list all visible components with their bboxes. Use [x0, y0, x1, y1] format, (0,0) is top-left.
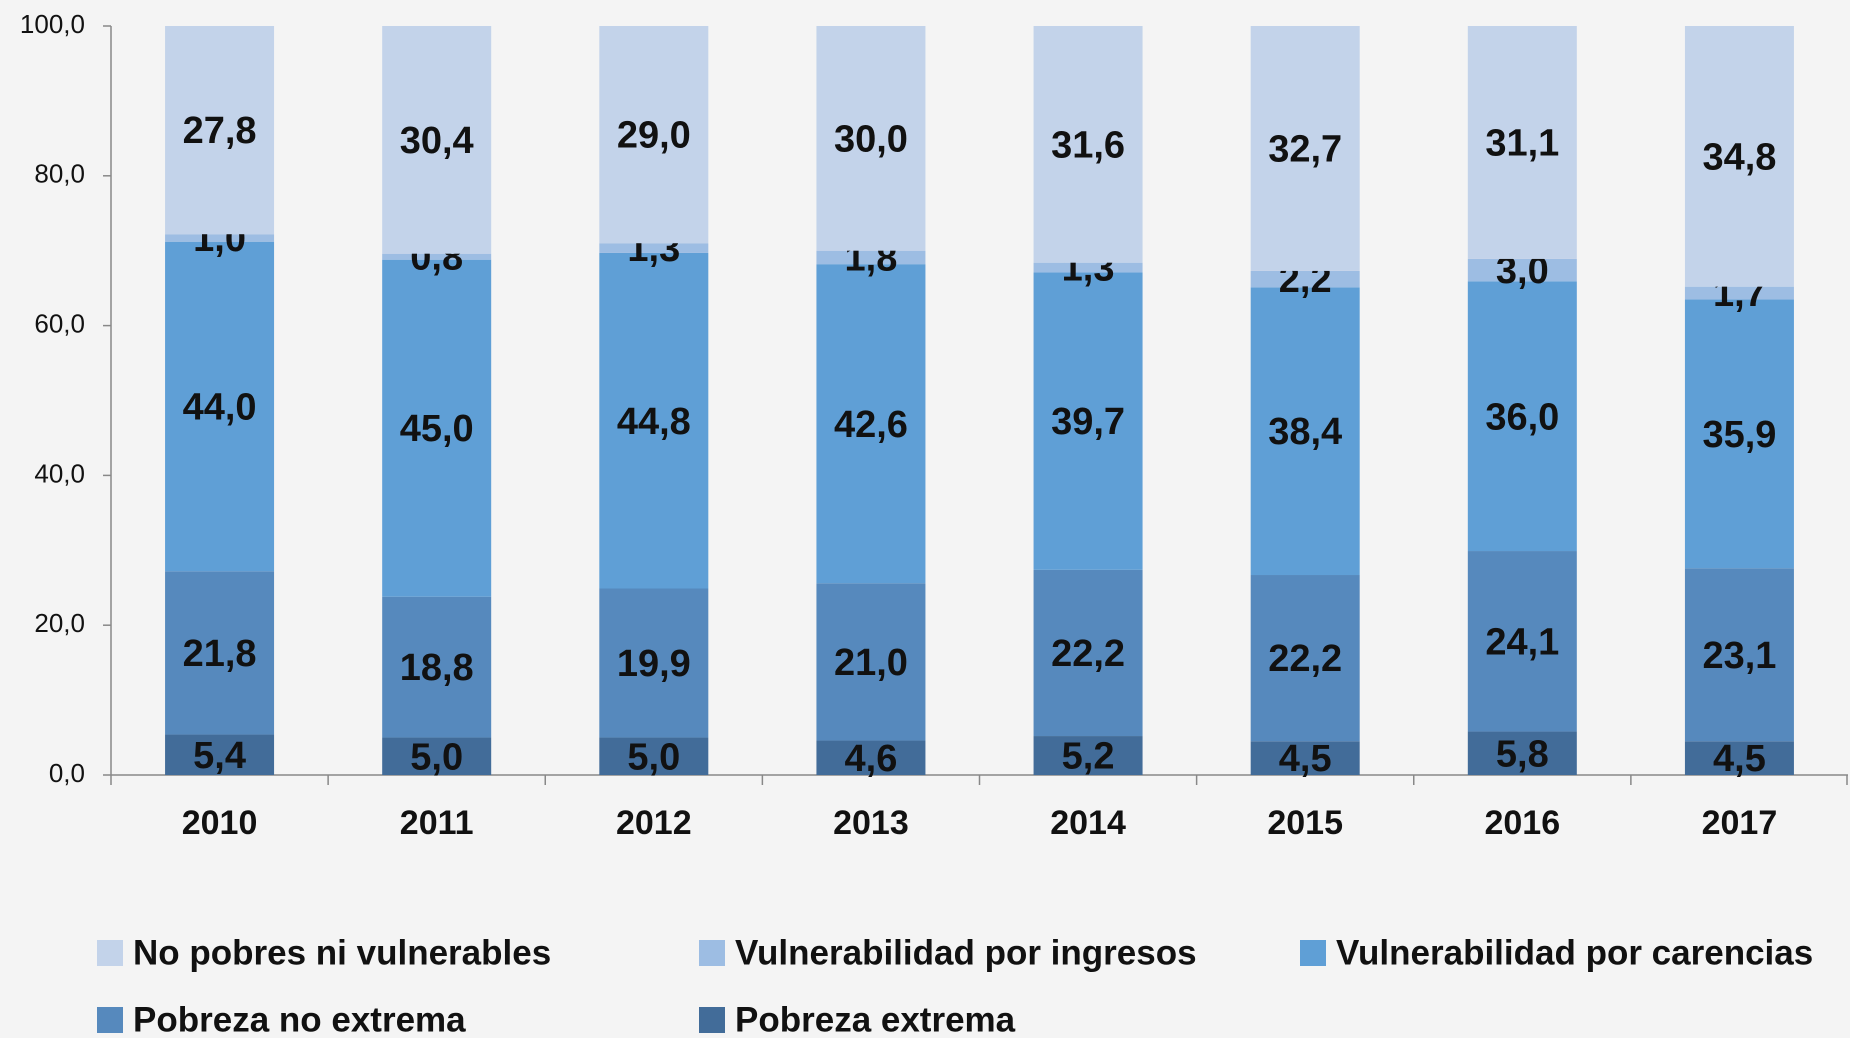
data-label: 42,6 — [834, 404, 908, 446]
bar-segment — [1467, 551, 1577, 732]
legend-label: Pobreza extrema — [735, 1000, 1016, 1038]
bar-segment — [382, 259, 492, 597]
data-label: 21,0 — [834, 642, 908, 684]
data-label: 31,1 — [1485, 123, 1559, 165]
x-tick-label: 2016 — [1484, 804, 1560, 842]
bar-segment — [1467, 731, 1577, 775]
x-tick-label: 2017 — [1702, 804, 1778, 842]
bar-segment — [599, 588, 709, 738]
data-label: 21,8 — [183, 633, 257, 675]
bar-segment — [1033, 569, 1143, 737]
data-label: 30,0 — [834, 118, 908, 160]
data-label: 44,0 — [183, 387, 257, 429]
data-label: 23,1 — [1702, 635, 1776, 677]
legend-label: Pobreza no extrema — [133, 1000, 466, 1038]
data-label: 5,8 — [1496, 733, 1549, 775]
bar-segment — [1250, 26, 1360, 271]
bar-segment — [1033, 26, 1143, 263]
bar-segment — [1467, 281, 1577, 552]
y-tick-label: 0,0 — [49, 758, 85, 788]
data-label: 32,7 — [1268, 128, 1342, 170]
bar-segment — [1250, 575, 1360, 742]
bar-segment — [599, 737, 709, 775]
legend-swatch — [699, 1007, 725, 1033]
legend-swatch — [97, 940, 123, 966]
legend-label: Vulnerabilidad por ingresos — [735, 933, 1197, 972]
bar-segment — [599, 26, 709, 244]
bar-segment — [1684, 741, 1794, 775]
bar-segment — [1684, 568, 1794, 742]
bar-segment — [816, 740, 926, 775]
bar-segment — [1250, 270, 1360, 288]
data-label: 34,8 — [1702, 136, 1776, 178]
data-label: 45,0 — [400, 408, 474, 450]
y-tick-label: 20,0 — [34, 608, 85, 638]
y-tick-label: 60,0 — [34, 308, 85, 338]
x-tick-label: 2013 — [833, 804, 909, 842]
bar-segment — [1250, 287, 1360, 576]
bar-segment — [1684, 299, 1794, 569]
data-label: 22,2 — [1051, 633, 1125, 675]
x-tick-label: 2011 — [400, 804, 474, 842]
data-label: 5,4 — [193, 735, 246, 777]
x-tick-label: 2012 — [616, 804, 692, 842]
bar-segment — [816, 583, 926, 741]
legend-swatch — [1300, 940, 1326, 966]
data-label: 18,8 — [400, 647, 474, 689]
x-tick-label: 2014 — [1050, 804, 1126, 842]
bar-segment — [382, 737, 492, 775]
y-tick-label: 80,0 — [34, 159, 85, 189]
data-label: 4,5 — [1713, 738, 1766, 780]
y-tick-label: 40,0 — [34, 458, 85, 488]
data-label: 4,5 — [1279, 738, 1332, 780]
data-label: 29,0 — [617, 115, 691, 157]
bar-segment — [599, 252, 709, 589]
bar-segment — [1250, 741, 1360, 775]
x-tick-label: 2010 — [182, 804, 258, 842]
bar-segment — [599, 243, 709, 253]
data-label: 38,4 — [1268, 411, 1342, 453]
legend-swatch — [699, 940, 725, 966]
data-label: 5,2 — [1062, 736, 1115, 778]
data-label: 27,8 — [183, 110, 257, 152]
legend-label: Vulnerabilidad por carencias — [1336, 933, 1813, 972]
data-label: 31,6 — [1051, 124, 1125, 166]
bar-segment — [165, 241, 275, 572]
data-label: 39,7 — [1051, 401, 1125, 443]
bar-segment — [1684, 26, 1794, 287]
bar-segment — [1033, 736, 1143, 775]
legend-label: No pobres ni vulnerables — [133, 933, 551, 972]
data-label: 35,9 — [1702, 414, 1776, 456]
bar-segment — [1467, 258, 1577, 282]
data-label: 24,1 — [1485, 621, 1559, 663]
data-label: 5,0 — [410, 736, 463, 778]
bar-segment — [382, 596, 492, 738]
data-label: 4,6 — [845, 738, 898, 780]
bar-segment — [1033, 262, 1143, 273]
data-label: 19,9 — [617, 643, 691, 685]
data-label: 30,4 — [400, 120, 474, 162]
data-label: 36,0 — [1485, 396, 1559, 438]
bar-segment — [382, 253, 492, 260]
data-label: 22,2 — [1268, 638, 1342, 680]
data-label: 5,0 — [627, 736, 680, 778]
bar-segment — [165, 571, 275, 735]
bar-segment — [1467, 26, 1577, 259]
legend-swatch — [97, 1007, 123, 1033]
bar-segment — [1684, 286, 1794, 300]
bar-segment — [816, 26, 926, 251]
data-label: 44,8 — [617, 401, 691, 443]
bar-segment — [165, 234, 275, 242]
bar-segment — [816, 264, 926, 584]
bar-segment — [165, 734, 275, 775]
bar-segment — [382, 26, 492, 254]
y-tick-label: 100,0 — [20, 9, 85, 39]
x-tick-label: 2015 — [1267, 804, 1343, 842]
bar-segment — [816, 250, 926, 265]
bar-segment — [1033, 272, 1143, 570]
bar-segment — [165, 26, 275, 235]
